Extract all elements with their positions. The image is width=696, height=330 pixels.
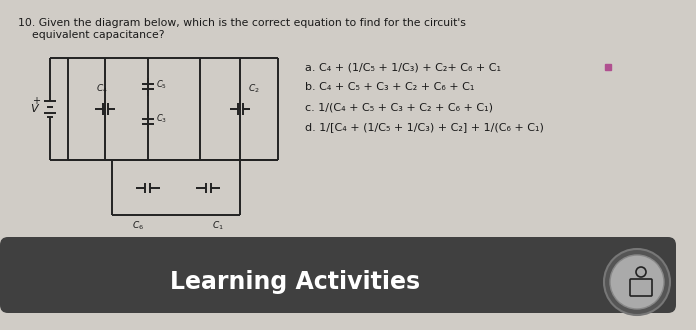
Text: $C_4$: $C_4$ [96,82,108,95]
Text: V: V [31,104,38,114]
Circle shape [610,255,664,309]
Text: $C_2$: $C_2$ [248,82,260,95]
Text: 10. Given the diagram below, which is the correct equation to find for the circu: 10. Given the diagram below, which is th… [18,18,466,28]
Text: a. C₄ + (1/C₅ + 1/C₃) + C₂+ C₆ + C₁: a. C₄ + (1/C₅ + 1/C₃) + C₂+ C₆ + C₁ [305,62,501,72]
Text: equivalent capacitance?: equivalent capacitance? [18,30,164,40]
Text: $C_3$: $C_3$ [156,113,167,125]
Text: $C_6$: $C_6$ [132,219,144,232]
Text: +: + [32,96,40,106]
FancyBboxPatch shape [0,237,676,313]
Text: $C_1$: $C_1$ [212,219,224,232]
Text: $C_5$: $C_5$ [156,78,167,91]
Text: d. 1/[C₄ + (1/C₅ + 1/C₃) + C₂] + 1/(C₆ + C₁): d. 1/[C₄ + (1/C₅ + 1/C₃) + C₂] + 1/(C₆ +… [305,122,544,132]
Circle shape [604,249,670,315]
Text: b. C₄ + C₅ + C₃ + C₂ + C₆ + C₁: b. C₄ + C₅ + C₃ + C₂ + C₆ + C₁ [305,82,475,92]
Text: c. 1/(C₄ + C₅ + C₃ + C₂ + C₆ + C₁): c. 1/(C₄ + C₅ + C₃ + C₂ + C₆ + C₁) [305,102,493,112]
Text: Learning Activities: Learning Activities [170,270,420,294]
